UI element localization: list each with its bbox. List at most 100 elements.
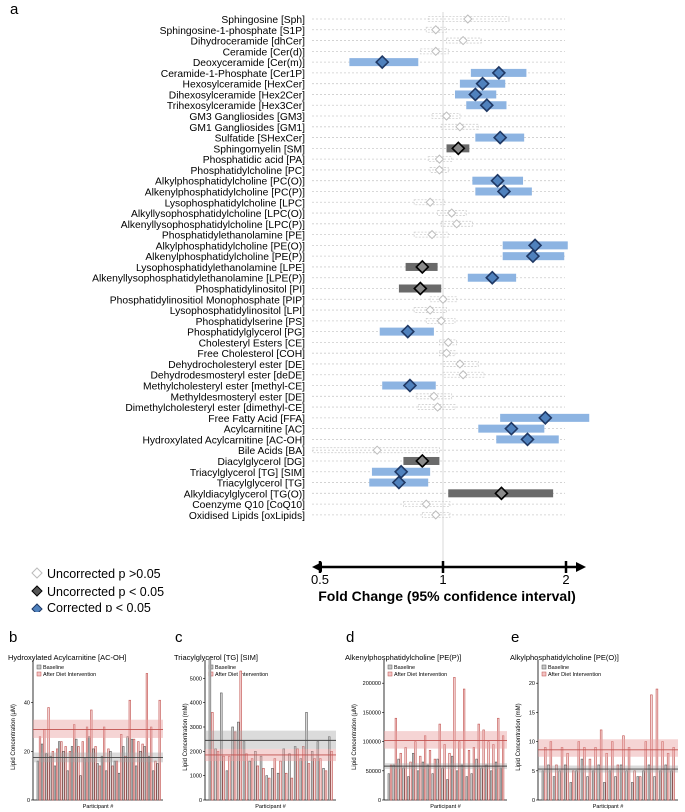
y-tick-label: 4000	[190, 701, 202, 707]
bar-baseline	[214, 748, 217, 801]
legend-baseline-label: Baseline	[215, 665, 236, 671]
bar-after	[487, 741, 490, 801]
forest-estimate-marker	[496, 184, 512, 199]
forest-plot: a Sphingosine [Sph]Sphingosine-1-phospha…	[10, 1, 590, 612]
bar-baseline	[490, 770, 493, 801]
bar-after	[611, 741, 614, 801]
bar-baseline	[109, 751, 112, 801]
forest-estimate-marker	[400, 324, 415, 339]
y-axis-label: Lipid Concentration (μM)	[352, 704, 358, 770]
bar-baseline	[608, 770, 612, 801]
bar-baseline	[53, 765, 57, 801]
bar-baseline	[485, 764, 488, 801]
bar-baseline	[455, 770, 459, 801]
bar-baseline	[631, 782, 634, 801]
forest-row-label: Alkylphosphatidylcholine [PC(O)]	[155, 177, 305, 188]
bar-after	[313, 758, 316, 801]
legend-ns-label: Uncorrected p >0.05	[47, 567, 161, 581]
bar-after	[216, 751, 220, 801]
bar-after	[103, 726, 106, 801]
bar-after	[60, 741, 63, 801]
bar-after	[655, 688, 659, 801]
bar-baseline	[117, 772, 121, 801]
bar-baseline	[475, 758, 478, 801]
bar-after	[51, 751, 54, 801]
bar-after	[56, 748, 59, 801]
legend-after-label: After Diet Intervention	[548, 672, 601, 678]
bar-baseline	[658, 770, 662, 801]
forest-estimate-marker	[425, 197, 435, 207]
forest-row-label: Phosphatidylglycerol [PG]	[187, 328, 305, 339]
bar-after	[128, 699, 131, 801]
bar-after	[273, 758, 277, 801]
bar-after	[419, 755, 422, 801]
panel-label: b	[9, 629, 17, 646]
bar-after	[124, 755, 127, 801]
forest-row-label: Free Fatty Acid [FFA]	[208, 414, 305, 425]
forest-estimate-marker	[429, 391, 439, 402]
bar-after	[38, 736, 42, 801]
y-tick-label: 3000	[190, 725, 202, 731]
forest-row-label: Phosphatidylinositiol Monophosphate [PIP…	[110, 295, 305, 306]
bar-after	[399, 752, 402, 801]
bar-after	[409, 761, 412, 801]
forest-estimate-marker	[458, 370, 468, 380]
forest-estimate-marker	[493, 130, 508, 145]
after-ci-band	[538, 739, 678, 757]
bar-after	[290, 777, 294, 801]
forest-row-label: Alkenyllysophosphatidylethanolamine [LPE…	[92, 274, 305, 285]
bar-after	[150, 726, 153, 801]
bar-baseline	[407, 776, 410, 801]
legend-baseline-label: Baseline	[394, 665, 415, 671]
bar-after	[324, 770, 328, 801]
bar-after	[307, 763, 311, 801]
bar-after	[594, 747, 597, 801]
forest-row-label: GM1 Gangliosides [GM1]	[189, 123, 305, 134]
bar-after	[555, 764, 558, 801]
forest-estimate-marker	[394, 464, 409, 479]
bar-baseline	[220, 692, 223, 801]
forest-estimate-marker	[434, 165, 445, 175]
y-tick-label: 50000	[366, 769, 381, 775]
forest-row-label: Dimethylcholesteryl ester [dimethyl-CE]	[125, 403, 305, 414]
bar-baseline	[436, 758, 439, 801]
bar-after	[448, 752, 451, 801]
bar-after	[132, 738, 136, 801]
legend-cor-marker	[31, 603, 43, 612]
bar-baseline	[416, 770, 420, 801]
x-axis-label: Participant #	[83, 804, 115, 810]
bar-baseline	[597, 764, 600, 801]
bar-baseline	[499, 767, 503, 801]
bar-baseline	[75, 738, 78, 801]
bar-baseline	[494, 761, 498, 801]
bar-after	[296, 748, 299, 801]
forest-estimate-marker	[434, 154, 445, 164]
bar-after	[650, 694, 653, 801]
bar-baseline	[564, 764, 567, 801]
x-axis-label: Participant #	[593, 804, 625, 810]
bar-after	[302, 746, 305, 801]
legend-unc-marker	[31, 585, 43, 597]
forest-estimate-marker	[413, 281, 428, 296]
forest-estimate-marker	[451, 141, 466, 156]
forest-row-label: Dehydrodesmosteryl ester [deDE]	[150, 371, 305, 382]
forest-estimate-marker	[455, 122, 465, 132]
bar-baseline	[96, 763, 99, 801]
bar-after	[154, 760, 157, 801]
bar-baseline	[664, 764, 667, 801]
bar-after	[137, 741, 140, 801]
forest-axis: Fold Change (95% confidence interval) 0.…	[311, 561, 586, 604]
bar-baseline	[113, 760, 116, 801]
bar-after	[458, 741, 461, 801]
bar-baseline	[100, 755, 104, 801]
forest-estimate-marker	[432, 402, 443, 412]
y-axis-label: Lipid Concentration (μM)	[11, 704, 17, 770]
bar-baseline	[552, 776, 556, 801]
bar-baseline	[242, 741, 246, 801]
bar-after	[330, 751, 333, 801]
bar-after	[443, 744, 446, 801]
forest-estimate-marker	[427, 229, 437, 240]
forest-row-label: GM3 Gangliosides [GM3]	[189, 112, 305, 123]
bar-baseline	[271, 768, 274, 801]
forest-estimate-marker	[415, 259, 430, 275]
